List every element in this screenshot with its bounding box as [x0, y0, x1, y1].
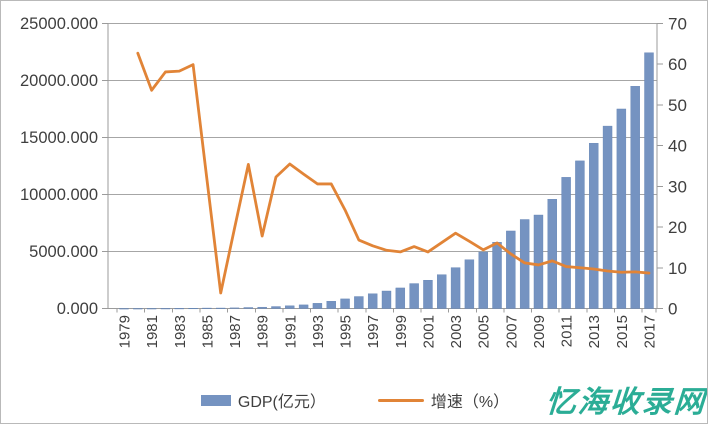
left-axis-labels: 0.000 5000.000 10000.000 15000.000 20000.000… — [20, 15, 98, 318]
svg-text:20: 20 — [668, 218, 687, 237]
svg-text:60: 60 — [668, 55, 687, 74]
growth-line-swatch-icon — [377, 398, 424, 402]
svg-text:2013: 2013 — [586, 315, 603, 348]
svg-text:1989: 1989 — [255, 315, 272, 348]
svg-text:2011: 2011 — [559, 315, 576, 347]
svg-text:20000.000: 20000.000 — [20, 72, 98, 90]
svg-text:2009: 2009 — [531, 315, 548, 348]
watermark: 忆海收录网 — [544, 386, 708, 419]
svg-text:2003: 2003 — [448, 315, 465, 348]
svg-text:1983: 1983 — [172, 315, 189, 348]
svg-text:1997: 1997 — [365, 315, 382, 348]
gdp-bar-swatch-icon — [200, 394, 231, 406]
svg-text:70: 70 — [668, 15, 687, 34]
svg-text:2017: 2017 — [642, 315, 659, 348]
legend-item-growth: 增速（%） — [377, 388, 510, 412]
svg-text:30: 30 — [668, 177, 687, 196]
svg-text:15000.000: 15000.000 — [20, 129, 98, 147]
growth-line — [136, 51, 651, 295]
svg-text:10: 10 — [668, 259, 687, 278]
svg-text:1979: 1979 — [117, 315, 134, 348]
svg-text:2015: 2015 — [614, 315, 631, 348]
svg-text:50: 50 — [668, 96, 687, 115]
svg-text:1995: 1995 — [338, 315, 355, 348]
svg-text:1999: 1999 — [393, 315, 410, 348]
svg-text:25000.000: 25000.000 — [20, 15, 98, 33]
chart-plot-area: 0.000 5000.000 10000.000 15000.000 20000.000… — [20, 15, 687, 349]
svg-text:1987: 1987 — [227, 315, 244, 348]
svg-text:2005: 2005 — [476, 315, 493, 348]
svg-text:1993: 1993 — [310, 315, 327, 348]
svg-text:0.000: 0.000 — [57, 300, 98, 318]
legend-growth-label: 增速（%） — [430, 394, 510, 411]
svg-text:10000.000: 10000.000 — [20, 186, 98, 204]
svg-text:1991: 1991 — [282, 315, 299, 348]
svg-text:5000.000: 5000.000 — [29, 243, 98, 261]
legend-gdp-label: GDP(亿元） — [237, 394, 326, 411]
gdp-bars — [119, 52, 654, 310]
chart-legend: GDP(亿元） 增速（%） — [1, 385, 707, 415]
svg-text:40: 40 — [668, 137, 687, 156]
svg-text:2007: 2007 — [503, 315, 520, 348]
svg-text:1985: 1985 — [199, 315, 216, 348]
svg-text:1981: 1981 — [144, 315, 161, 348]
svg-text:2001: 2001 — [420, 315, 437, 348]
right-axis-labels: 0 10 20 30 40 50 60 70 — [668, 15, 687, 319]
svg-text:0: 0 — [668, 300, 677, 319]
x-axis-labels: 1979 1981 1983 1985 1987 1989 1991 1993 1995 1997… — [117, 315, 659, 348]
legend-item-gdp: GDP(亿元） — [200, 388, 326, 412]
